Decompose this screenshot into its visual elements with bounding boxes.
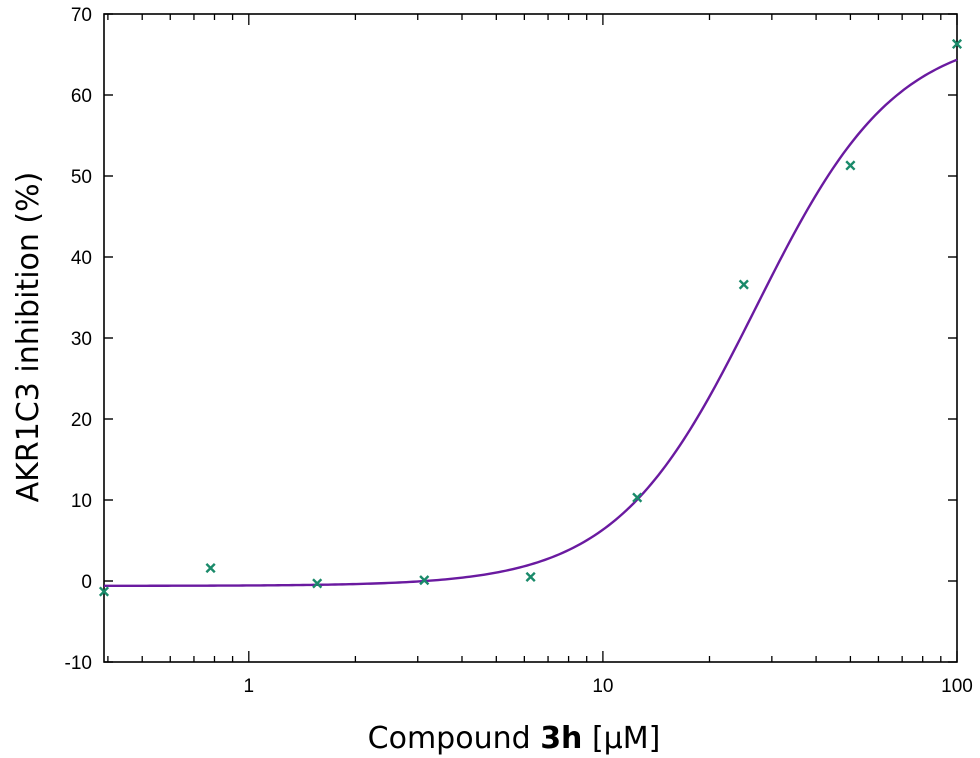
data-point <box>632 492 643 503</box>
y-tick-label: 70 <box>71 5 92 26</box>
y-tick-label: -10 <box>65 653 92 674</box>
x-axis-title: Compound 3h [µM] <box>368 721 661 756</box>
y-tick-label: 30 <box>71 329 92 350</box>
y-tick-label: 0 <box>81 572 92 593</box>
x-axis-title-unit: [µM] <box>582 721 660 756</box>
y-axis-title: AKR1C3 inhibition (%) <box>11 172 46 503</box>
y-axis-ticks: -10 0 10 20 30 40 50 60 70 <box>65 5 957 674</box>
data-point <box>205 562 216 574</box>
data-point <box>951 38 963 50</box>
data-point <box>525 571 536 582</box>
data-point <box>98 586 110 597</box>
x-axis-ticks: 1 10 100 <box>107 14 973 697</box>
x-tick-label: 100 <box>941 676 973 697</box>
y-tick-label: 20 <box>71 410 92 431</box>
data-points <box>98 38 963 597</box>
x-axis-title-compound: 3h <box>540 721 582 756</box>
x-tick-label: 1 <box>244 676 255 697</box>
x-tick-label: 10 <box>592 676 613 697</box>
y-tick-label: 60 <box>71 86 92 107</box>
x-axis-title-prefix: Compound <box>368 721 541 756</box>
data-point <box>738 279 749 290</box>
data-point <box>312 578 323 589</box>
y-tick-label: 50 <box>71 167 92 188</box>
data-point <box>845 160 856 171</box>
fit-curve <box>104 58 958 588</box>
y-tick-label: 10 <box>71 491 92 512</box>
data-point <box>419 575 430 586</box>
y-tick-label: 40 <box>71 248 92 269</box>
